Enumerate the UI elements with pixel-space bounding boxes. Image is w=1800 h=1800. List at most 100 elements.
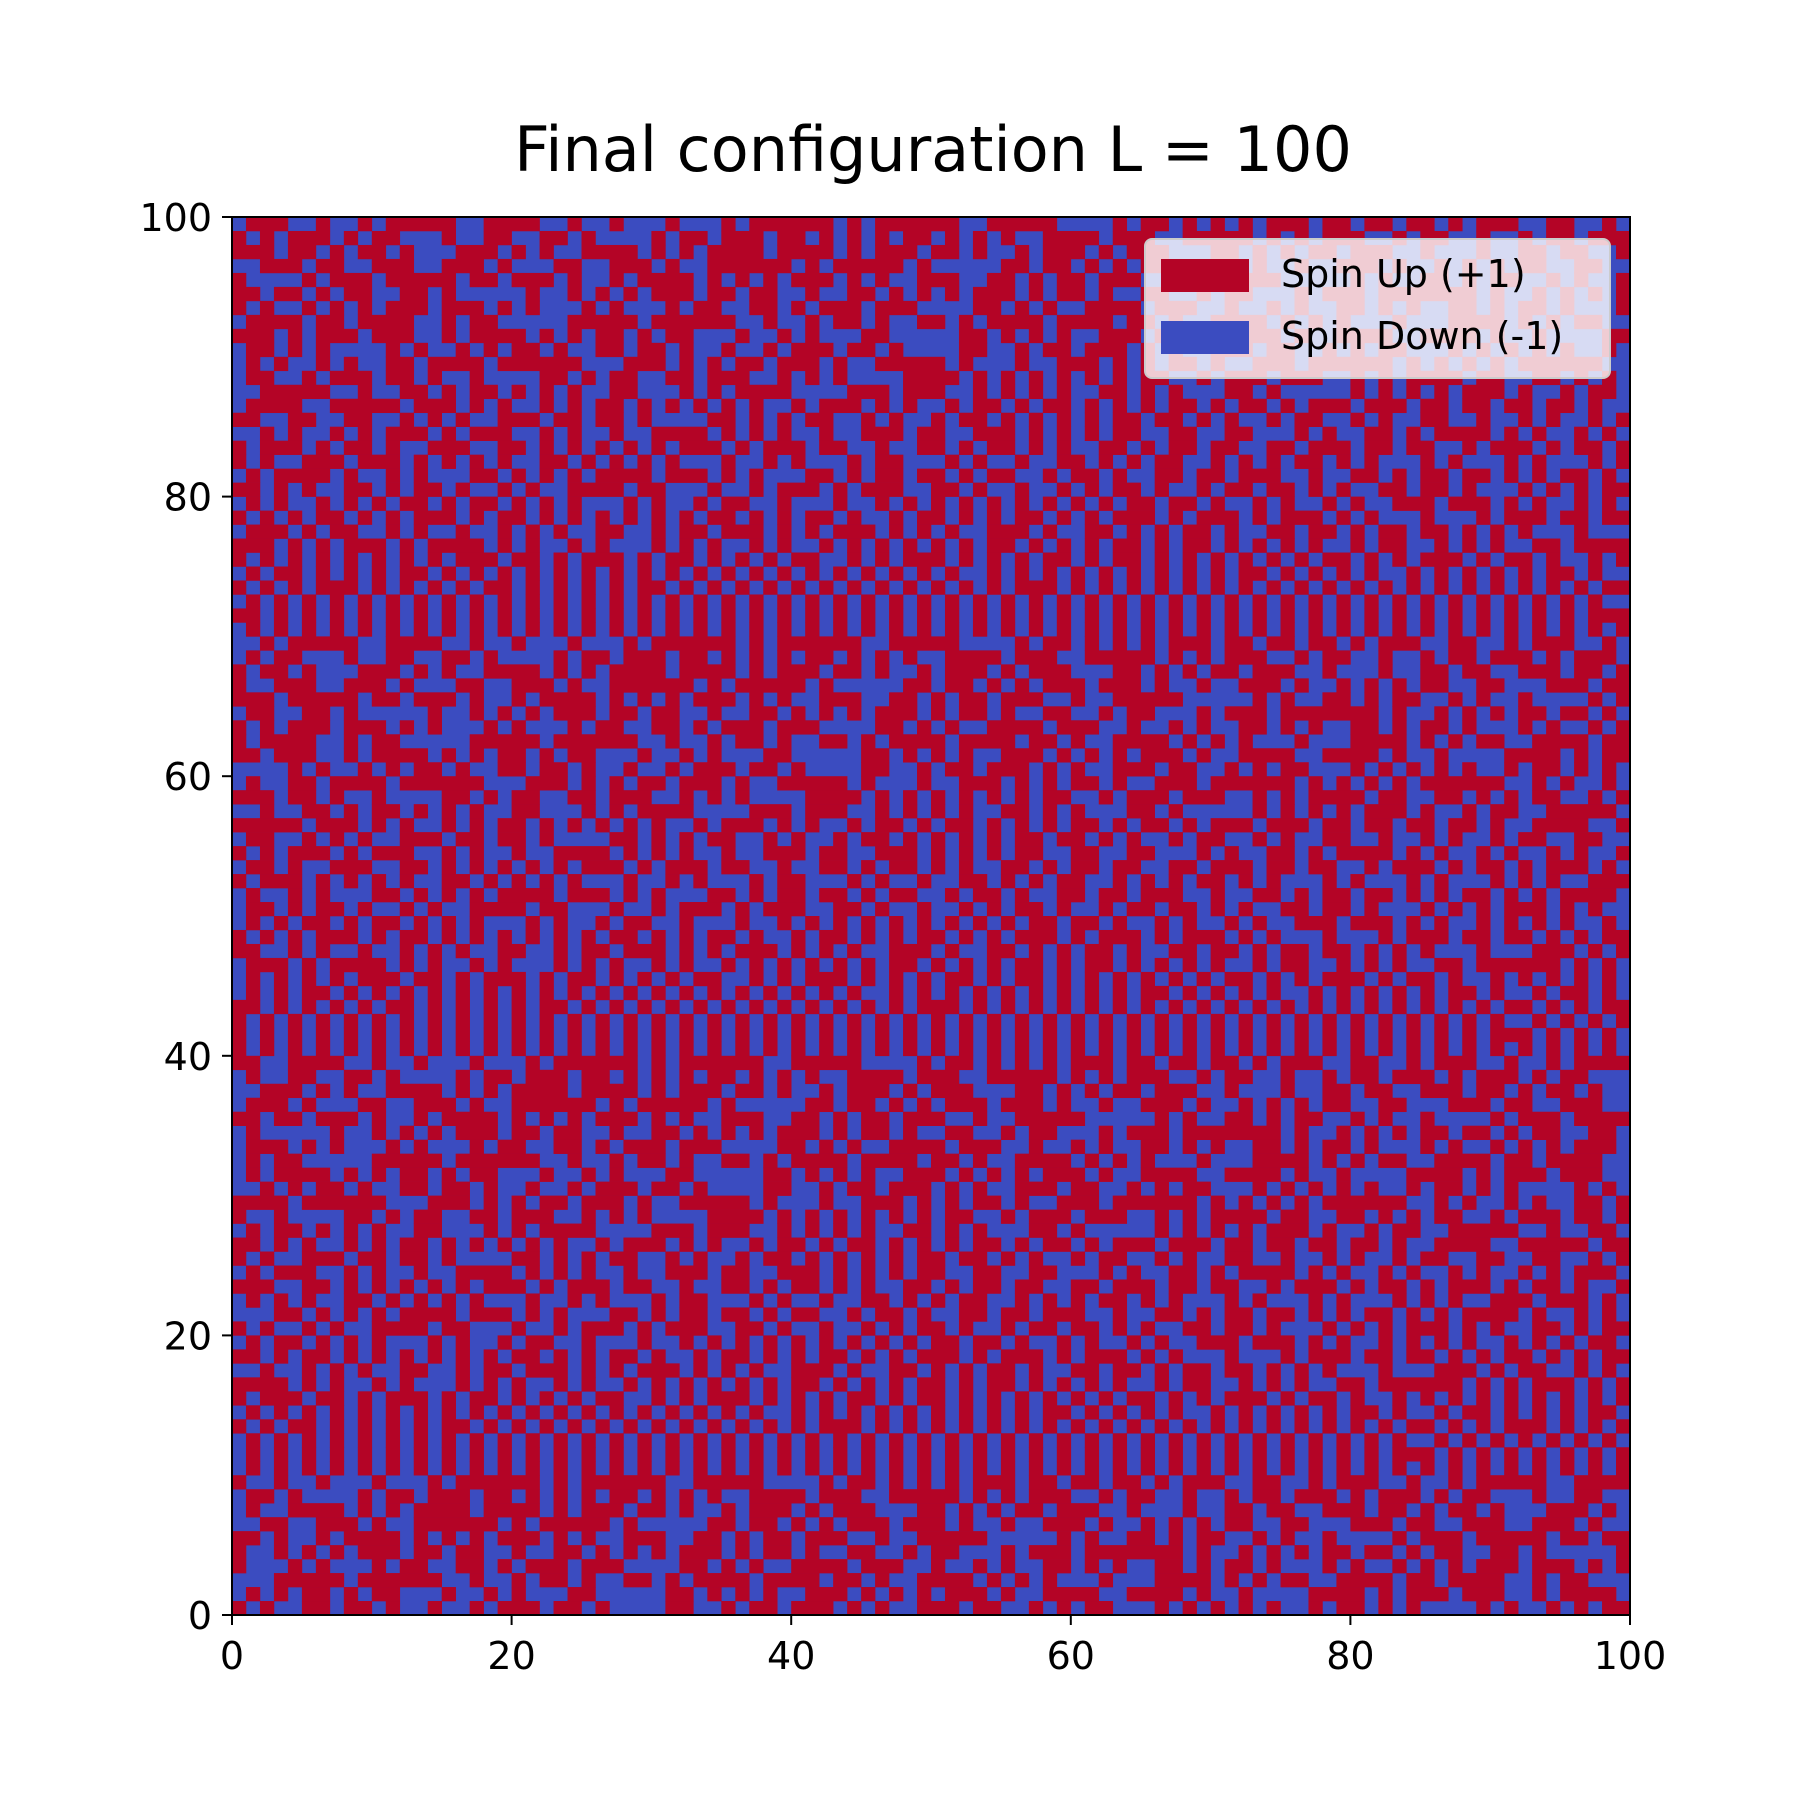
spin-up-cell-run <box>763 1349 778 1364</box>
spin-up-cell-run <box>1462 1405 1491 1420</box>
spin-up-cell-run <box>1532 454 1547 469</box>
spin-up-cell-run <box>972 1223 988 1238</box>
spin-up-cell-run <box>1560 1573 1589 1588</box>
spin-up-cell-run <box>357 300 373 316</box>
spin-up-cell-run <box>1308 846 1323 861</box>
spin-up-cell-run <box>1084 957 1114 973</box>
spin-up-cell-run <box>1252 1293 1267 1308</box>
spin-up-cell-run <box>1154 929 1169 945</box>
spin-up-cell-run <box>1616 818 1631 833</box>
spin-up-cell-run <box>972 999 988 1015</box>
spin-up-cell-run <box>1168 608 1183 623</box>
spin-up-cell-run <box>245 1461 261 1476</box>
spin-up-cell-run <box>1336 1181 1351 1196</box>
spin-up-cell-run <box>819 1293 834 1308</box>
spin-up-cell-run <box>1056 999 1072 1015</box>
spin-up-cell-run <box>1504 916 1519 931</box>
spin-up-cell-run <box>301 622 317 637</box>
spin-up-cell-run <box>483 971 526 987</box>
spin-up-cell-run <box>1546 650 1561 665</box>
spin-up-cell-run <box>875 1419 890 1434</box>
x-tick-label: 60 <box>1047 1634 1095 1678</box>
spin-up-cell-run <box>651 1223 694 1238</box>
spin-up-cell-run <box>1280 1447 1295 1462</box>
spin-up-cell-run <box>1042 230 1100 246</box>
spin-up-cell-run <box>413 1055 429 1071</box>
spin-up-cell-run <box>1210 1405 1225 1420</box>
spin-up-cell-run <box>1196 1559 1211 1574</box>
spin-up-cell-run <box>679 957 694 973</box>
spin-up-cell-run <box>553 1237 568 1252</box>
spin-up-cell-run <box>273 1293 289 1308</box>
spin-up-cell-run <box>1042 804 1058 819</box>
spin-up-cell-run <box>1140 1167 1197 1182</box>
spin-up-cell-run <box>1616 272 1631 288</box>
spin-up-cell-run <box>1042 258 1072 274</box>
spin-up-cell-run <box>861 776 876 791</box>
spin-up-cell-run <box>1224 1083 1239 1099</box>
spin-up-cell-run <box>1112 1153 1128 1168</box>
spin-up-cell-run <box>1588 692 1603 707</box>
spin-up-cell-run <box>1336 1307 1351 1322</box>
spin-up-cell-run <box>1294 426 1309 441</box>
spin-up-cell-run <box>972 454 988 469</box>
spin-up-cell-run <box>749 971 764 987</box>
spin-up-cell-run <box>343 1237 359 1252</box>
spin-up-cell-run <box>343 1083 359 1099</box>
spin-up-cell-run <box>1448 971 1463 987</box>
spin-up-cell-run <box>819 398 862 414</box>
spin-up-cell-run <box>1350 1055 1379 1071</box>
spin-up-cell-run <box>1168 762 1197 777</box>
spin-up-cell-run <box>623 1013 638 1029</box>
spin-up-cell-run <box>791 342 834 358</box>
spin-up-cell-run <box>917 999 960 1015</box>
spin-up-cell-run <box>679 790 694 805</box>
spin-up-cell-run <box>1280 608 1295 623</box>
spin-up-cell-run <box>903 538 918 553</box>
spin-up-cell-run <box>917 1391 946 1406</box>
spin-up-cell-run <box>721 720 764 735</box>
spin-up-cell-run <box>525 1069 568 1085</box>
spin-up-cell-run <box>315 1335 331 1350</box>
spin-up-cell-run <box>525 300 540 316</box>
spin-up-cell-run <box>357 1461 373 1476</box>
spin-up-cell-run <box>1462 1013 1477 1029</box>
spin-up-cell-run <box>651 846 666 861</box>
spin-up-cell-run <box>1182 552 1197 567</box>
spin-up-cell-run <box>581 1195 624 1210</box>
spin-up-cell-run <box>455 1125 498 1140</box>
spin-up-cell-run <box>581 1489 596 1504</box>
spin-up-cell-run <box>958 790 974 805</box>
spin-up-cell-run <box>259 734 317 749</box>
spin-up-cell-run <box>511 874 526 889</box>
spin-up-cell-run <box>637 1335 652 1350</box>
spin-up-cell-run <box>791 1601 834 1616</box>
spin-up-cell-run <box>1420 985 1435 1001</box>
spin-up-cell-run <box>469 496 498 511</box>
spin-up-cell-run <box>1140 440 1155 455</box>
spin-up-cell-run <box>805 1069 820 1085</box>
spin-up-cell-run <box>679 846 694 861</box>
spin-up-cell-run <box>399 384 429 400</box>
spin-up-cell-run <box>1056 1097 1072 1113</box>
spin-up-cell-run <box>427 1489 470 1504</box>
spin-up-cell-run <box>1238 1195 1253 1210</box>
spin-up-cell-run <box>511 244 526 260</box>
spin-up-cell-run <box>1266 929 1281 945</box>
spin-up-cell-run <box>1294 1363 1309 1378</box>
spin-up-cell-run <box>245 314 303 330</box>
spin-up-cell-run <box>875 650 890 665</box>
spin-up-cell-run <box>539 832 554 847</box>
spin-up-cell-run <box>1574 1475 1631 1490</box>
spin-up-cell-run <box>1434 580 1449 595</box>
spin-up-cell-run <box>539 692 596 707</box>
spin-up-cell-run <box>539 328 554 344</box>
spin-up-cell-run <box>245 398 303 414</box>
spin-up-cell-run <box>1392 608 1407 623</box>
spin-up-cell-run <box>1014 342 1030 358</box>
spin-up-cell-run <box>1392 776 1407 791</box>
spin-up-cell-run <box>567 1293 582 1308</box>
spin-up-cell-run <box>819 580 834 595</box>
spin-up-cell-run <box>385 1139 401 1154</box>
spin-up-cell-run <box>1056 412 1072 427</box>
